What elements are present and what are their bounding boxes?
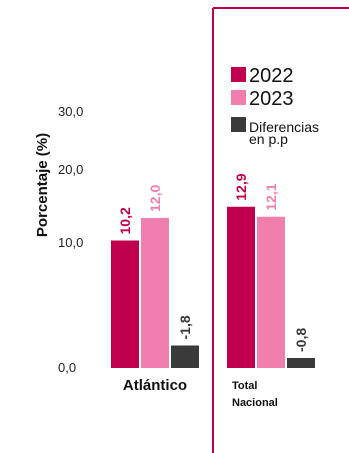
data-label: -0,8 — [293, 328, 309, 352]
legend-swatch — [231, 67, 246, 82]
data-label: 12,9 — [233, 173, 249, 200]
bar — [287, 358, 315, 368]
data-label: 12,0 — [147, 185, 163, 212]
y-tick-label: 20,0 — [58, 162, 83, 177]
legend-label: Diferencias en p.p — [249, 119, 319, 147]
y-tick-label: 30,0 — [58, 104, 83, 119]
data-label: 12,1 — [263, 183, 279, 210]
legend-swatch — [231, 117, 246, 132]
bar — [257, 216, 285, 368]
bar — [171, 345, 199, 368]
category-label: Atlántico — [123, 377, 187, 394]
legend-label: 2022 — [249, 65, 294, 87]
bar — [141, 218, 169, 368]
bar — [111, 240, 139, 368]
y-tick-label: 10,0 — [58, 235, 83, 250]
legend-swatch — [231, 90, 246, 105]
data-label: -1,8 — [177, 315, 193, 339]
bar — [227, 206, 255, 368]
category-label: Total — [232, 380, 257, 392]
y-tick-label: 0,0 — [58, 360, 76, 375]
legend-label: 2023 — [249, 88, 294, 110]
category-label: Nacional — [232, 397, 278, 409]
y-axis-label: Porcentaje (%) — [34, 133, 51, 237]
data-label: 10,2 — [117, 207, 133, 234]
